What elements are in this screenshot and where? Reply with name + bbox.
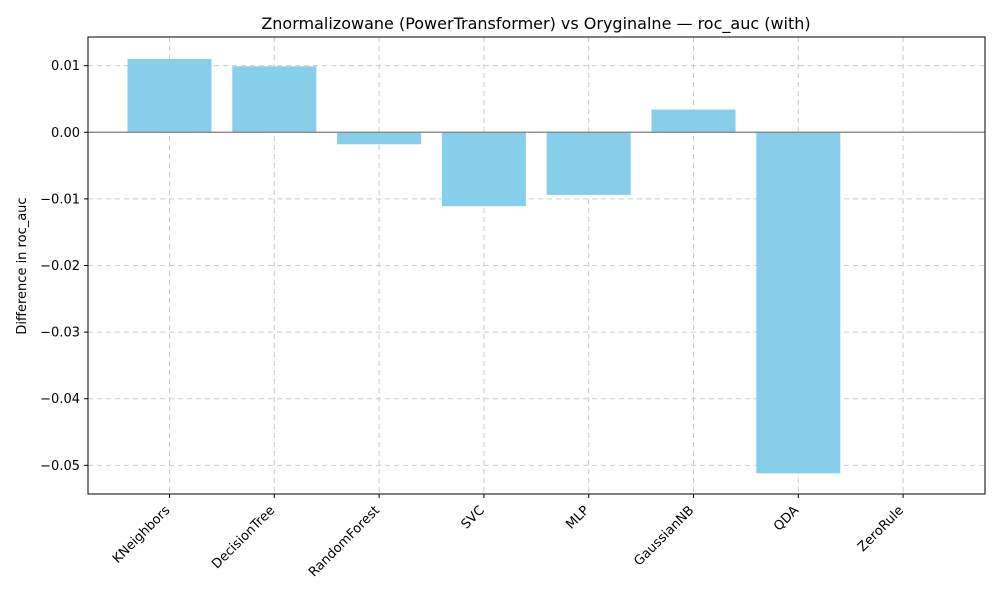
y-tick-label: 0.00 [51,126,80,141]
y-tick-label: −0.05 [40,459,80,474]
x-tick-label: RandomForest [306,503,383,580]
x-tick-label: QDA [771,503,802,534]
x-tick-label: KNeighbors [110,503,174,567]
y-tick-label: −0.02 [40,259,80,274]
bar-gaussiannb [651,109,736,133]
grid-layer [88,37,985,494]
y-tick-label: −0.01 [40,192,80,207]
chart-title: Znormalizowane (PowerTransformer) vs Ory… [261,14,810,34]
bar-randomforest [337,132,422,145]
x-tick-label: GaussianNB [631,503,697,569]
y-tick-label: −0.04 [40,392,80,407]
bar-svc [441,132,526,207]
x-tick-label: DecisionTree [209,503,278,572]
x-tick-label: ZeroRule [855,503,907,555]
x-tick-label: MLP [563,503,592,532]
bar-mlp [546,132,631,195]
bar-kneighbors [127,58,212,133]
y-tick-label: −0.03 [40,326,80,341]
bar-decisiontree [232,66,317,133]
plot-frame [87,36,986,495]
y-axis-label: Difference in roc_auc [15,197,30,334]
x-tick-label: SVC [459,503,488,532]
bar-qda [756,132,841,474]
y-tick-label: 0.01 [51,59,80,74]
bars-layer [127,58,841,474]
